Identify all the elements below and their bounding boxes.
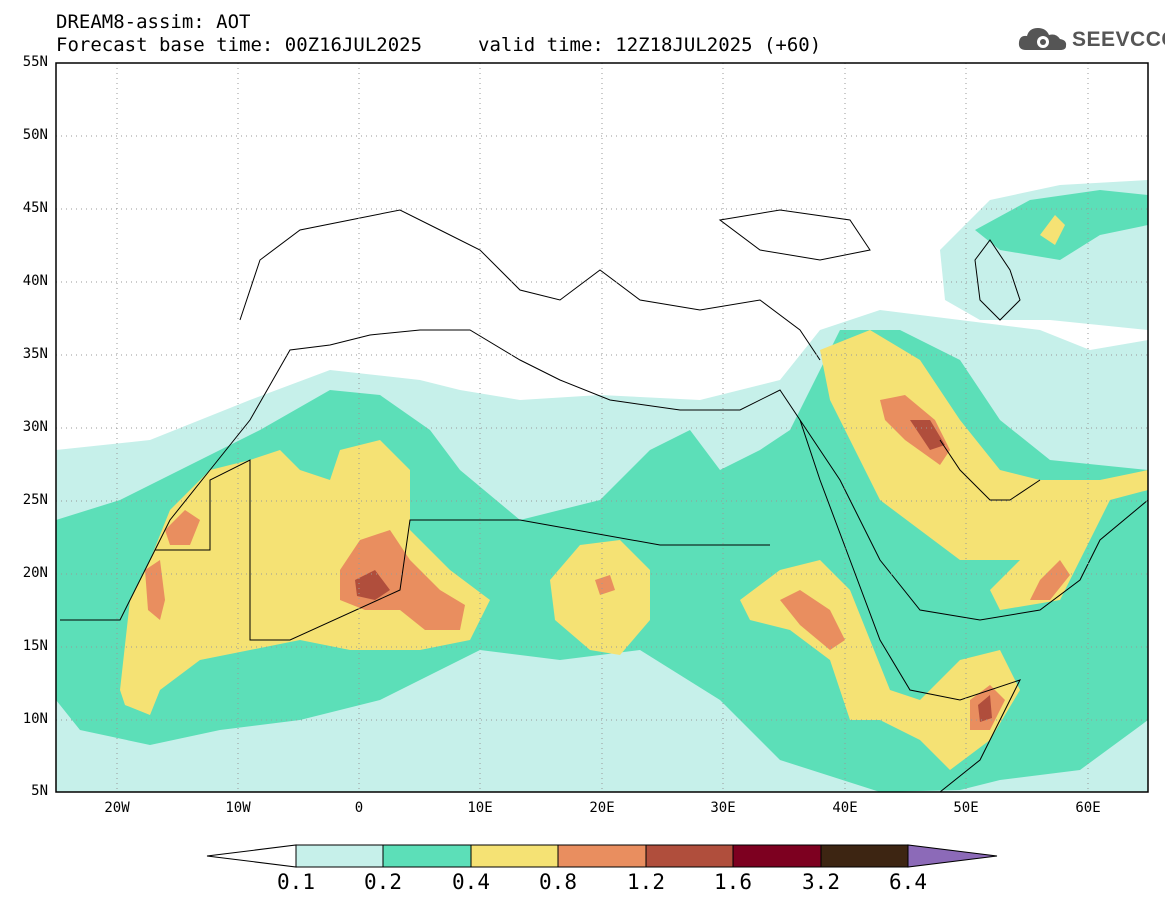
lat-label: 55N — [22, 54, 48, 70]
lat-label: 45N — [22, 200, 48, 216]
lon-label: 0 — [354, 800, 364, 816]
aot-band-0.4-libya — [550, 540, 650, 655]
aot-field — [56, 180, 1148, 792]
colorbar-label: 1.2 — [627, 870, 665, 894]
lat-label: 35N — [22, 346, 48, 362]
border-sahel — [155, 459, 770, 641]
colorbar-label: 1.6 — [714, 870, 752, 894]
lat-label: 15N — [22, 638, 48, 654]
aot-band-0.8-libya — [595, 575, 615, 595]
lon-label: 30E — [710, 800, 736, 816]
lon-label: 40E — [832, 800, 858, 816]
aot-band-0.4-caspian — [1040, 215, 1065, 245]
map-title: DREAM8-assim: AOT — [56, 11, 251, 33]
lon-label: 10W — [225, 800, 251, 816]
coastline-arabia — [799, 419, 1148, 621]
valid-time: valid time: 12Z18JUL2025 (+60) — [478, 34, 822, 56]
aot-band-0.8-mali — [340, 530, 465, 630]
coastline-caspian — [974, 239, 1021, 321]
coastlines — [60, 209, 1148, 792]
forecast-base-time: Forecast base time: 00Z16JUL2025 — [56, 34, 423, 56]
aot-band-0.8-mauritania — [145, 560, 165, 620]
map-frame — [55, 62, 1149, 793]
coastline-blacksea — [718, 209, 871, 261]
colorbar-label: 0.4 — [452, 870, 490, 894]
aot-band-1.2-mali — [355, 570, 390, 600]
aot-band-0.4-sahara — [120, 440, 490, 715]
lat-label: 30N — [22, 419, 48, 435]
colorbar-label: 6.4 — [889, 870, 927, 894]
lat-label: 50N — [22, 127, 48, 143]
colorbar-label: 0.2 — [364, 870, 402, 894]
colorbar-label: 3.2 — [802, 870, 840, 894]
lat-label: 20N — [22, 565, 48, 581]
coastline-africa — [60, 329, 1021, 792]
aot-band-1.2-somalia — [978, 695, 992, 722]
lat-label: 10N — [22, 711, 48, 727]
colorbar-label: 0.1 — [277, 870, 315, 894]
lat-label: 40N — [22, 273, 48, 289]
lon-label: 60E — [1075, 800, 1101, 816]
aot-band-1.2-iraq — [910, 420, 945, 450]
coastline-europe — [239, 209, 821, 361]
lon-label: 20E — [589, 800, 615, 816]
colorbar-label: 0.8 — [539, 870, 577, 894]
lon-label: 10E — [467, 800, 493, 816]
coastline-gulf — [939, 439, 1041, 501]
gridlines — [56, 63, 1148, 792]
logo-text: SEEVCCC — [1072, 28, 1165, 51]
aot-band-0.8-oman — [1030, 560, 1070, 600]
lat-label: 5N — [31, 783, 48, 799]
aot-band-0.8-sudan — [780, 590, 845, 650]
lon-label: 50E — [953, 800, 979, 816]
lon-label: 20W — [104, 800, 130, 816]
seevccc-logo: SEEVCCC — [1016, 22, 1165, 58]
aot-band-0.8-wsahara — [165, 510, 200, 545]
cloud-icon — [1018, 28, 1067, 50]
lat-label: 25N — [22, 492, 48, 508]
